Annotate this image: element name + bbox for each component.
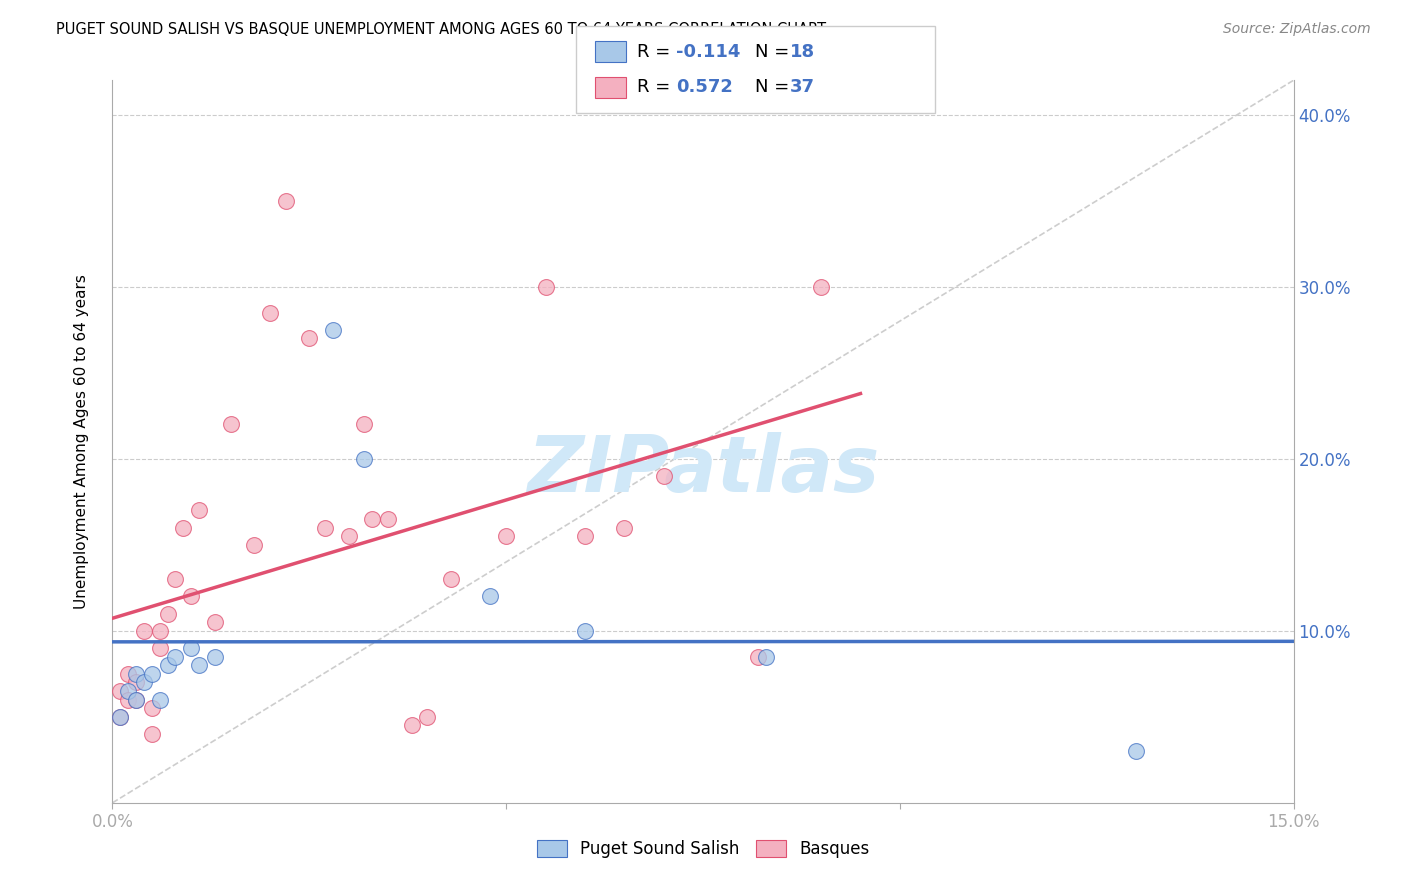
Point	[353, 451, 375, 466]
Point	[156, 658, 179, 673]
Point	[810, 279, 832, 293]
Point	[219, 417, 242, 432]
Point	[755, 649, 778, 664]
Point	[401, 718, 423, 732]
Text: 37: 37	[790, 78, 815, 96]
Point	[377, 512, 399, 526]
Text: PUGET SOUND SALISH VS BASQUE UNEMPLOYMENT AMONG AGES 60 TO 64 YEARS CORRELATION : PUGET SOUND SALISH VS BASQUE UNEMPLOYMEN…	[56, 22, 827, 37]
Y-axis label: Unemployment Among Ages 60 to 64 years: Unemployment Among Ages 60 to 64 years	[75, 274, 89, 609]
Point	[188, 503, 211, 517]
Point	[125, 666, 148, 681]
Point	[440, 572, 463, 586]
Point	[156, 607, 179, 621]
Point	[747, 649, 769, 664]
Point	[110, 710, 132, 724]
Point	[141, 666, 163, 681]
Point	[322, 323, 344, 337]
Point	[110, 710, 132, 724]
Point	[274, 194, 297, 208]
Point	[613, 520, 636, 534]
Point	[110, 684, 132, 698]
Point	[117, 692, 139, 706]
Point	[125, 692, 148, 706]
Point	[117, 666, 139, 681]
Point	[652, 469, 675, 483]
Point	[243, 538, 266, 552]
Point	[574, 529, 596, 543]
Text: R =: R =	[637, 78, 676, 96]
Point	[149, 692, 172, 706]
Point	[180, 590, 202, 604]
Point	[188, 658, 211, 673]
Text: 18: 18	[790, 43, 815, 61]
Point	[132, 675, 155, 690]
Point	[180, 640, 202, 655]
Point	[314, 520, 336, 534]
Text: ZIPatlas: ZIPatlas	[527, 433, 879, 508]
Point	[298, 331, 321, 345]
Point	[125, 692, 148, 706]
Point	[149, 624, 172, 638]
Point	[353, 417, 375, 432]
Text: N =: N =	[755, 43, 794, 61]
Point	[495, 529, 517, 543]
Point	[574, 624, 596, 638]
Point	[479, 590, 502, 604]
Point	[132, 624, 155, 638]
Point	[141, 727, 163, 741]
Text: -0.114: -0.114	[676, 43, 741, 61]
Point	[149, 640, 172, 655]
Point	[534, 279, 557, 293]
Point	[361, 512, 384, 526]
Point	[259, 305, 281, 319]
Legend: Puget Sound Salish, Basques: Puget Sound Salish, Basques	[529, 832, 877, 867]
Point	[141, 701, 163, 715]
Point	[165, 649, 187, 664]
Text: R =: R =	[637, 43, 676, 61]
Point	[117, 684, 139, 698]
Point	[172, 520, 194, 534]
Point	[125, 675, 148, 690]
Point	[416, 710, 439, 724]
Text: N =: N =	[755, 78, 794, 96]
Text: Source: ZipAtlas.com: Source: ZipAtlas.com	[1223, 22, 1371, 37]
Point	[1125, 744, 1147, 758]
Point	[204, 649, 226, 664]
Text: 0.572: 0.572	[676, 78, 733, 96]
Point	[204, 615, 226, 630]
Point	[337, 529, 360, 543]
Point	[165, 572, 187, 586]
